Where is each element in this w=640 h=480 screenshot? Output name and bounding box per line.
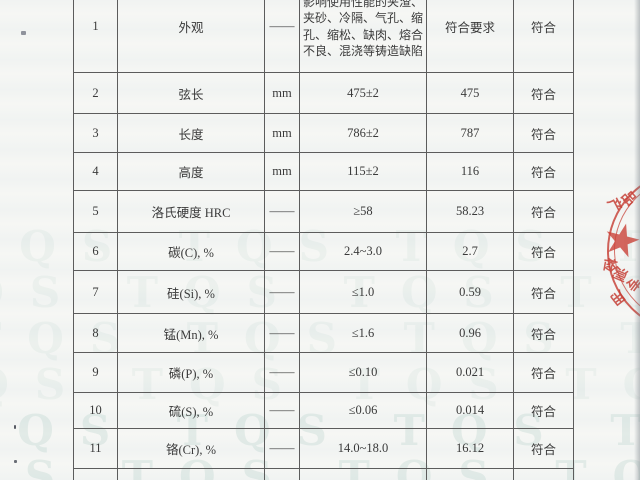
- requirement-cell: 475±2: [299, 72, 427, 114]
- measured-value-cell: 2.7: [426, 232, 514, 271]
- row-number-cell: [73, 468, 118, 480]
- requirement-cell: ≤1.0: [299, 270, 427, 314]
- table-row: 2 弦长 mm 475±2 475 符合: [73, 72, 574, 114]
- conclusion-cell: 符合: [513, 113, 574, 153]
- conclusion-cell: 符合: [513, 0, 574, 73]
- item-name-cell: 高度: [117, 152, 265, 191]
- requirement-cell: ≤0.10: [299, 352, 427, 393]
- row-number-cell: 2: [73, 72, 118, 114]
- seal-char: 产: [604, 195, 626, 215]
- requirement-cell: 影响使用性能的夹渣、夹砂、冷隔、气孔、缩孔、缩松、缺肉、熔合不良、混浇等铸造缺陷: [299, 0, 427, 73]
- measured-value-cell: 475: [426, 72, 514, 114]
- row-number-cell: 3: [73, 113, 118, 153]
- conclusion-cell: 符合: [513, 270, 574, 314]
- table-row: 8 锰(Mn), % —— ≤1.6 0.96 符合: [73, 313, 574, 353]
- row-number-cell: 9: [73, 352, 118, 393]
- row-number-cell: 8: [73, 313, 118, 353]
- inspection-table: 1 外观 —— 影响使用性能的夹渣、夹砂、冷隔、气孔、缩孔、缩松、缺肉、熔合不良…: [73, 0, 574, 480]
- requirement-cell: 786±2: [299, 113, 427, 153]
- seal-char: 测: [609, 264, 631, 284]
- unit-cell: ——: [264, 313, 300, 353]
- item-name-cell: 外观: [117, 0, 265, 73]
- table-row: 6 碳(C), % —— 2.4~3.0 2.7 符合: [73, 232, 574, 271]
- measured-value-cell: 0.014: [426, 392, 514, 429]
- row-number-cell: 5: [73, 190, 118, 233]
- unit-cell: ——: [264, 428, 300, 469]
- item-name-cell: 碳(C), %: [117, 232, 265, 271]
- requirement-cell: 14.0~18.0: [299, 428, 427, 469]
- table-row: 3 长度 mm 786±2 787 符合: [73, 113, 574, 153]
- measured-value-cell: 16.12: [426, 428, 514, 469]
- scan-speck: [21, 31, 26, 35]
- row-number-cell: 1: [73, 0, 118, 73]
- scan-speck: [14, 460, 17, 463]
- unit-cell: ——: [264, 0, 300, 73]
- conclusion-cell: 符合: [513, 428, 574, 469]
- unit-cell: ——: [264, 392, 300, 429]
- conclusion-cell: [513, 468, 574, 480]
- table-row: [73, 468, 574, 480]
- table-row: 10 硫(S), % —— ≤0.06 0.014 符合: [73, 392, 574, 429]
- row-number-cell: 10: [73, 392, 118, 429]
- item-name-cell: 弦长: [117, 72, 265, 114]
- measured-value-cell: 符合要求: [426, 0, 514, 73]
- row-number-cell: 11: [73, 428, 118, 469]
- item-name-cell: 长度: [117, 113, 265, 153]
- requirement-cell: [299, 468, 427, 480]
- item-name-cell: 铬(Cr), %: [117, 428, 265, 469]
- measured-value-cell: 58.23: [426, 190, 514, 233]
- table-row: 1 外观 —— 影响使用性能的夹渣、夹砂、冷隔、气孔、缩孔、缩松、缺肉、熔合不良…: [73, 0, 574, 73]
- measured-value-cell: 116: [426, 152, 514, 191]
- item-name-cell: 硅(Si), %: [117, 270, 265, 314]
- conclusion-cell: 符合: [513, 392, 574, 429]
- unit-cell: ——: [264, 352, 300, 393]
- seal-char: 用: [607, 287, 629, 309]
- requirement-cell: ≤1.6: [299, 313, 427, 353]
- unit-cell: mm: [264, 152, 300, 191]
- item-name-cell: 洛氏硬度 HRC: [117, 190, 265, 233]
- measured-value-cell: [426, 468, 514, 480]
- requirement-cell: 115±2: [299, 152, 427, 191]
- conclusion-cell: 符合: [513, 190, 574, 233]
- table-row: 7 硅(Si), % —— ≤1.0 0.59 符合: [73, 270, 574, 314]
- row-number-cell: 6: [73, 232, 118, 271]
- item-name-cell: 硫(S), %: [117, 392, 265, 429]
- item-name-cell: 磷(P), %: [117, 352, 265, 393]
- measured-value-cell: 787: [426, 113, 514, 153]
- conclusion-cell: 符合: [513, 352, 574, 393]
- item-name-cell: 锰(Mn), %: [117, 313, 265, 353]
- measured-value-cell: 0.59: [426, 270, 514, 314]
- requirement-cell: 2.4~3.0: [299, 232, 427, 271]
- item-name-cell: [117, 468, 265, 480]
- row-number-cell: 7: [73, 270, 118, 314]
- unit-cell: ——: [264, 270, 300, 314]
- conclusion-cell: 符合: [513, 313, 574, 353]
- requirement-cell: ≥58: [299, 190, 427, 233]
- unit-cell: ——: [264, 190, 300, 233]
- conclusion-cell: 符合: [513, 152, 574, 191]
- unit-cell: mm: [264, 113, 300, 153]
- seal-char: 检: [600, 256, 620, 274]
- measured-value-cell: 0.96: [426, 313, 514, 353]
- requirement-cell: ≤0.06: [299, 392, 427, 429]
- table-row: 11 铬(Cr), % —— 14.0~18.0 16.12 符合: [73, 428, 574, 469]
- table-row: 5 洛氏硬度 HRC —— ≥58 58.23 符合: [73, 190, 574, 233]
- row-number-cell: 4: [73, 152, 118, 191]
- scan-speck: [14, 425, 16, 429]
- table-row: 9 磷(P), % —— ≤0.10 0.021 符合: [73, 352, 574, 393]
- unit-cell: mm: [264, 72, 300, 114]
- conclusion-cell: 符合: [513, 232, 574, 271]
- scan-edge-shadow: [634, 0, 640, 480]
- conclusion-cell: 符合: [513, 72, 574, 114]
- unit-cell: ——: [264, 232, 300, 271]
- table-row: 4 高度 mm 115±2 116 符合: [73, 152, 574, 191]
- measured-value-cell: 0.021: [426, 352, 514, 393]
- unit-cell: [264, 468, 300, 480]
